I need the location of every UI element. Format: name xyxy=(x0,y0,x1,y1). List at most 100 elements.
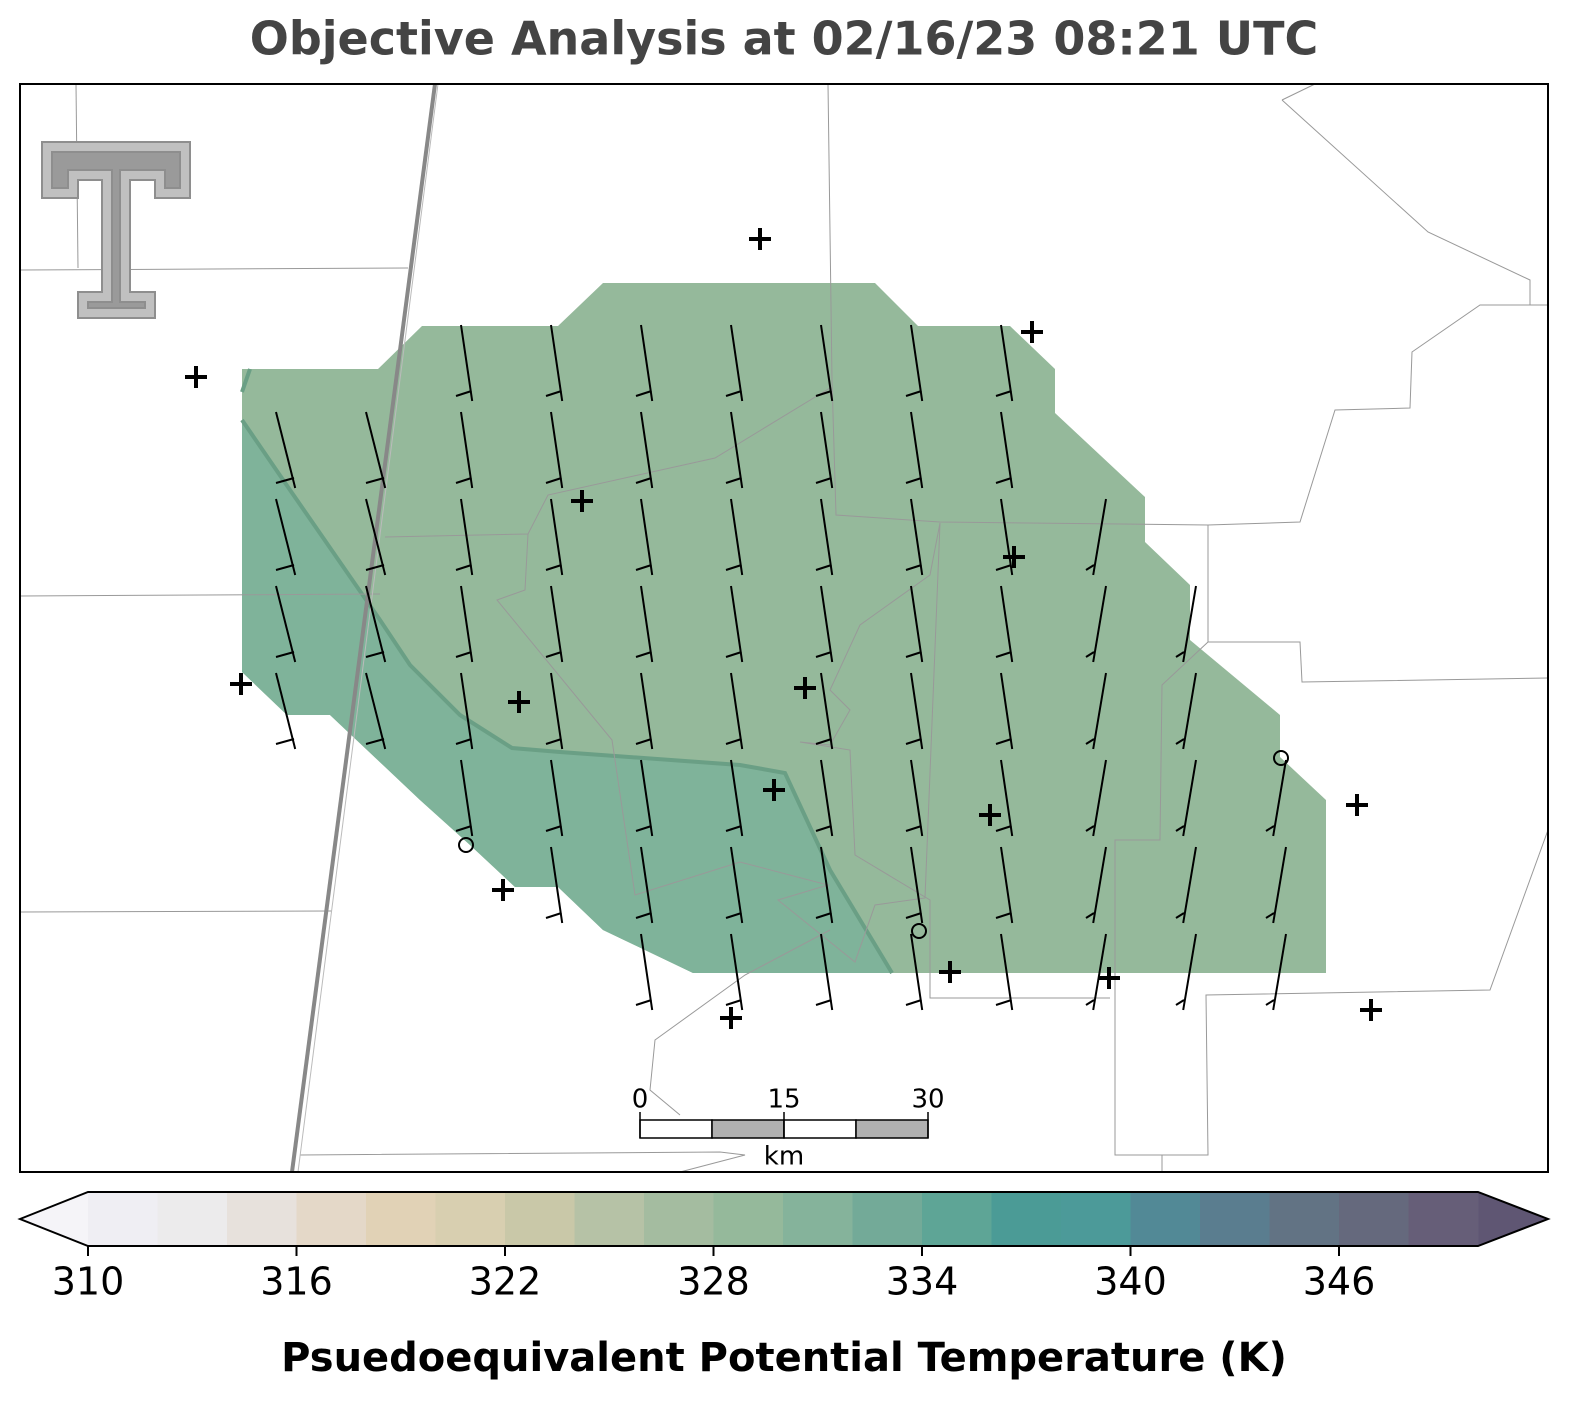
station-calm xyxy=(458,837,474,853)
barb-flag xyxy=(725,738,742,745)
title: Objective Analysis at 02/16/23 08:21 UTC xyxy=(250,12,1319,66)
scale-bar: 0 15 30 km xyxy=(632,1085,945,1172)
barb-staff xyxy=(910,933,924,1011)
barb-flag xyxy=(1085,564,1095,571)
barb-staff xyxy=(1000,672,1014,750)
barb-flag xyxy=(635,912,652,919)
colorbar-bin xyxy=(1339,1192,1409,1246)
barb-staff xyxy=(1000,759,1014,837)
barb-staff xyxy=(1272,759,1287,837)
barb-flag xyxy=(995,651,1012,658)
barb-flag xyxy=(635,390,652,397)
colorbar-bin xyxy=(296,1192,367,1246)
barb-flag xyxy=(905,651,922,658)
barb-staff xyxy=(550,672,564,750)
station-plus xyxy=(1098,967,1120,989)
barb-flag xyxy=(1175,912,1185,919)
barb-staff xyxy=(910,585,924,663)
barb-staff xyxy=(820,846,834,924)
colorbar-bin xyxy=(1061,1192,1131,1246)
barb-staff xyxy=(365,672,387,750)
barb-flag xyxy=(545,912,562,919)
barb-staff xyxy=(275,585,297,663)
barb-flag xyxy=(815,651,832,658)
station-plus xyxy=(794,677,816,699)
colorbar-tick-label: 334 xyxy=(886,1260,959,1304)
barb-staff xyxy=(1182,933,1197,1011)
barb-flag xyxy=(635,825,652,832)
barb-staff xyxy=(1000,933,1014,1011)
logo xyxy=(41,141,191,319)
barb-flag xyxy=(1265,825,1275,832)
barb-staff xyxy=(1182,846,1197,924)
barb-staff xyxy=(820,759,834,837)
barb-staff xyxy=(365,411,387,489)
barb-staff xyxy=(640,759,654,837)
colorbar: 310 316 322 328 334 340 346 xyxy=(17,1191,1551,1304)
road xyxy=(290,83,437,1173)
boundaries xyxy=(19,83,1549,1173)
colorbar-bin xyxy=(1269,1192,1340,1246)
barb-staff xyxy=(910,411,924,489)
barb-flag xyxy=(455,564,472,571)
wind-barbs xyxy=(275,324,1287,1011)
barb-flag xyxy=(365,651,385,658)
barb-staff xyxy=(820,411,834,489)
station-plus xyxy=(508,691,530,713)
barb-flag xyxy=(815,390,832,397)
barb-flag xyxy=(1085,651,1095,658)
scale-segment xyxy=(855,1119,929,1139)
colorbar-bin xyxy=(435,1192,506,1246)
colorbar-bin xyxy=(713,1192,784,1246)
barb-flag xyxy=(815,825,832,832)
barb-staff xyxy=(460,585,474,663)
barb-staff xyxy=(640,324,654,402)
colorbar-under xyxy=(20,1192,88,1246)
barb-flag xyxy=(995,477,1012,484)
barb-flag xyxy=(1085,912,1095,919)
barb-flag xyxy=(1175,738,1185,745)
barb-staff xyxy=(460,324,474,402)
barb-flag xyxy=(995,912,1012,919)
barb-flag xyxy=(545,651,562,658)
barb-staff xyxy=(1092,846,1107,924)
barb-staff xyxy=(640,846,654,924)
barb-staff xyxy=(910,672,924,750)
station-plus xyxy=(1003,546,1025,568)
barb-flag xyxy=(905,564,922,571)
barb-staff xyxy=(1092,933,1107,1011)
station-plus xyxy=(1021,321,1043,343)
barb-flag xyxy=(455,651,472,658)
barb-staff xyxy=(730,846,744,924)
colorbar-bin xyxy=(1130,1192,1201,1246)
colorbar-bin xyxy=(1200,1192,1270,1246)
colorbar-bin xyxy=(366,1192,436,1246)
colorbar-label: Psuedoequivalent Potential Temperature (… xyxy=(281,1335,1287,1381)
barb-flag xyxy=(1085,999,1095,1006)
barb-flag xyxy=(725,390,742,397)
barb-staff xyxy=(1000,846,1014,924)
scale-segment xyxy=(639,1119,713,1139)
barb-flag xyxy=(365,738,385,745)
barb-flag xyxy=(995,564,1012,571)
barb-staff xyxy=(910,759,924,837)
barb-flag xyxy=(1175,651,1185,658)
barb-staff xyxy=(1092,498,1107,576)
barb-flag xyxy=(635,564,652,571)
colorbar-bin xyxy=(1408,1192,1479,1246)
barb-flag xyxy=(275,564,295,571)
barb-staff xyxy=(730,585,744,663)
barb-flag xyxy=(995,999,1012,1006)
barb-staff xyxy=(730,672,744,750)
road xyxy=(297,83,439,1173)
barb-staff xyxy=(460,498,474,576)
barb-flag xyxy=(545,564,562,571)
barb-staff xyxy=(550,498,564,576)
colorbar-bin xyxy=(157,1192,228,1246)
barb-flag xyxy=(905,477,922,484)
station-plus xyxy=(1360,999,1382,1021)
station-plus xyxy=(749,228,771,250)
colorbar-tick-label: 340 xyxy=(1094,1260,1167,1304)
contour xyxy=(240,368,252,393)
